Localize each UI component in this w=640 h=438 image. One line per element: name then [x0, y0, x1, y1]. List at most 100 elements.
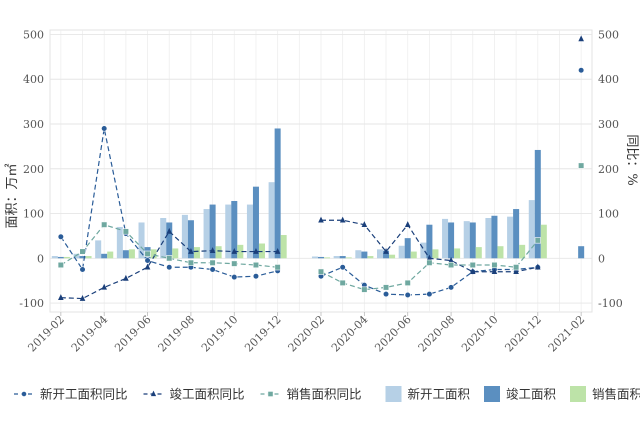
legend-key-marker [150, 390, 157, 397]
bar [311, 256, 318, 259]
y-tick-label-right: 300 [598, 118, 619, 131]
bar [193, 247, 200, 259]
data-point [447, 284, 455, 291]
y-tick-label-left: 200 [23, 163, 44, 176]
data-point [426, 259, 433, 266]
data-point [426, 290, 433, 298]
bar [237, 244, 244, 259]
bar [420, 242, 427, 259]
bar [507, 216, 514, 259]
bar [274, 128, 281, 259]
bar [95, 240, 102, 259]
bar [377, 249, 384, 259]
data-point [383, 247, 389, 254]
bar [339, 256, 346, 259]
bar [355, 250, 362, 259]
data-point [252, 261, 260, 269]
data-point [166, 264, 173, 271]
x-tick-label: 2019-12 [242, 313, 284, 355]
bar [128, 249, 135, 259]
bar [426, 224, 433, 259]
bar [101, 253, 108, 259]
bar [367, 256, 374, 259]
bar [150, 249, 157, 259]
x-tick-label: 2021-02 [546, 313, 588, 355]
y-tick-label-right: 100 [598, 208, 619, 221]
data-point [382, 290, 390, 298]
x-tick-label: 2019-02 [25, 313, 67, 355]
y-tick-label-left: 500 [23, 28, 44, 41]
bar [107, 251, 114, 259]
x-tick-label: 2020-04 [329, 313, 371, 355]
data-point [491, 261, 498, 269]
x-tick-label: 2020-10 [459, 313, 501, 355]
bar [138, 222, 145, 259]
y-tick-label-left: 400 [23, 73, 44, 86]
data-point [123, 274, 129, 281]
x-tick-label: 2019-04 [69, 313, 111, 355]
data-point [231, 247, 238, 254]
data-point [122, 228, 129, 235]
bar [398, 245, 405, 259]
data-point [578, 67, 585, 74]
y-tick-label-left: 0 [37, 252, 44, 265]
bar [166, 222, 173, 259]
x-tick-label: 2019-10 [199, 313, 241, 355]
data-point [57, 261, 64, 269]
data-point [144, 250, 151, 257]
bar [160, 218, 167, 259]
bar [63, 256, 70, 259]
data-point [144, 263, 151, 270]
bar [51, 256, 58, 259]
legend: 新开工面积同比 竣工面积同比 销售面积同比 新开工面积 竣工面积 销售面积 [14, 386, 640, 402]
data-point [513, 264, 520, 271]
data-point [252, 273, 260, 280]
data-point [317, 268, 325, 275]
bar [578, 246, 585, 259]
bar [181, 214, 188, 259]
data-point [513, 268, 519, 275]
bar [463, 221, 470, 259]
bar [528, 200, 535, 259]
y-tick-label-right: 500 [598, 28, 619, 41]
series-line [320, 266, 538, 296]
data-point [491, 268, 498, 275]
bar-layer [51, 128, 585, 259]
legend-label: 竣工面积 [506, 387, 556, 402]
bar [513, 209, 520, 259]
data-point [209, 247, 216, 253]
bar [57, 256, 64, 259]
data-point [404, 291, 411, 299]
line-layer [57, 35, 585, 301]
data-point [535, 263, 541, 270]
x-tick-label: 2020-12 [502, 313, 544, 355]
bar [410, 251, 417, 259]
data-point [382, 284, 390, 291]
bar [246, 204, 253, 259]
bar [317, 256, 325, 259]
data-point [426, 254, 433, 261]
bar [485, 218, 492, 259]
data-point [79, 248, 86, 255]
bar [432, 249, 439, 259]
legend-key-marker [21, 391, 27, 397]
data-point [144, 257, 151, 264]
x-tick-label: 2020-06 [372, 313, 414, 355]
legend-label: 新开工面积 [408, 387, 471, 402]
y-tick-label-right: 400 [598, 73, 619, 86]
legend-key-bar [484, 386, 500, 402]
bar [475, 247, 482, 259]
y-tick-label-right: -100 [598, 297, 623, 310]
legend-label: 销售面积同比 [287, 387, 362, 402]
bar [252, 186, 259, 259]
bar [79, 256, 86, 259]
legend-key-bar [385, 386, 402, 402]
bar [442, 218, 449, 259]
data-point [274, 264, 281, 271]
data-point [101, 283, 107, 290]
data-point [58, 294, 64, 300]
bar [73, 253, 80, 259]
legend-key-marker [267, 391, 274, 397]
bar [345, 257, 352, 259]
bar [454, 248, 461, 259]
